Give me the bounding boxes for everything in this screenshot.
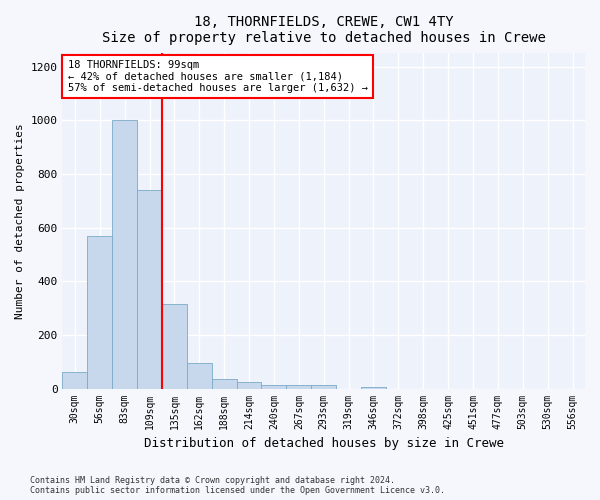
Bar xyxy=(286,384,311,388)
Bar xyxy=(162,304,187,388)
Bar xyxy=(262,384,286,388)
Bar xyxy=(212,379,236,388)
Bar xyxy=(137,190,162,388)
Y-axis label: Number of detached properties: Number of detached properties xyxy=(15,123,25,319)
Text: 18 THORNFIELDS: 99sqm
← 42% of detached houses are smaller (1,184)
57% of semi-d: 18 THORNFIELDS: 99sqm ← 42% of detached … xyxy=(68,60,368,93)
Bar xyxy=(62,372,88,388)
Bar xyxy=(311,384,336,388)
X-axis label: Distribution of detached houses by size in Crewe: Distribution of detached houses by size … xyxy=(144,437,504,450)
Bar xyxy=(187,363,212,388)
Title: 18, THORNFIELDS, CREWE, CW1 4TY
Size of property relative to detached houses in : 18, THORNFIELDS, CREWE, CW1 4TY Size of … xyxy=(102,15,545,45)
Bar xyxy=(361,387,386,388)
Bar xyxy=(112,120,137,388)
Text: Contains HM Land Registry data © Crown copyright and database right 2024.
Contai: Contains HM Land Registry data © Crown c… xyxy=(30,476,445,495)
Bar xyxy=(236,382,262,388)
Bar xyxy=(88,236,112,388)
